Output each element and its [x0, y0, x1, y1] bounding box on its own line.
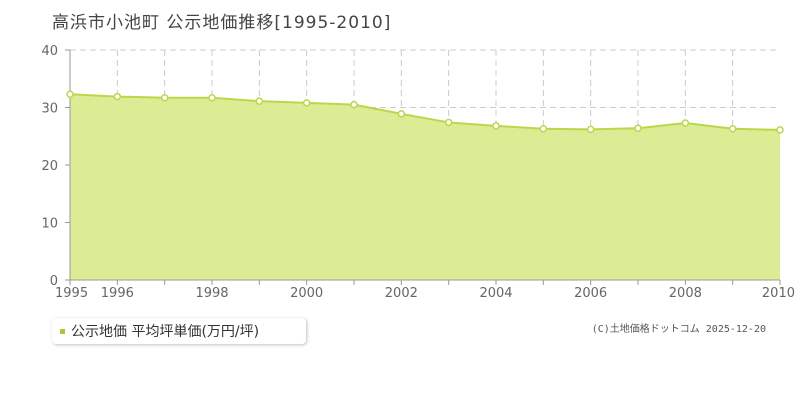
series-area — [70, 94, 780, 281]
marker-layer — [66, 90, 784, 134]
data-point — [634, 124, 642, 132]
y-tick-label: 0 — [50, 274, 58, 289]
x-tick-label: 2006 — [574, 286, 607, 300]
legend-label: 公示地価 平均坪単価(万円/坪) — [71, 324, 260, 340]
data-point — [776, 126, 784, 134]
axis-layer — [65, 49, 781, 285]
data-point — [681, 119, 690, 127]
series-line — [69, 93, 781, 131]
data-point — [586, 125, 595, 134]
chart-plot: 0 10 20 30 40 1995 1996 1998 2000 2002 2004 2006 200… — [41, 44, 795, 300]
data-point — [728, 125, 737, 133]
y-tick-label: 40 — [41, 44, 58, 59]
chart-title: 高浜市小池町 公示地価推移[1995-2010] — [52, 13, 392, 33]
label-layer: 0 10 20 30 40 1995 1996 1998 2000 2002 2004 2006 200… — [41, 44, 795, 300]
x-tick-label: 1996 — [101, 286, 134, 300]
data-point — [208, 93, 216, 102]
x-tick-label: 2004 — [479, 286, 512, 300]
legend: 公示地価 平均坪単価(万円/坪) — [52, 318, 306, 344]
y-tick-label: 20 — [41, 159, 58, 174]
x-tick-label: 1998 — [195, 286, 228, 300]
x-tick-label: 2010 — [762, 286, 795, 300]
data-point — [66, 90, 74, 99]
x-tick-label: 1995 — [55, 286, 88, 300]
data-point — [492, 122, 500, 130]
data-point — [255, 97, 264, 105]
credit-text: (C)土地価格ドットコム 2025-12-20 — [591, 324, 766, 335]
data-point — [302, 99, 311, 107]
y-tick-label: 30 — [41, 102, 58, 117]
y-tick-label: 10 — [41, 217, 58, 232]
data-point — [539, 125, 548, 133]
data-point — [160, 93, 169, 102]
x-tick-label: 2008 — [669, 286, 702, 300]
x-tick-label: 2000 — [290, 286, 323, 300]
data-point — [444, 118, 453, 127]
legend-swatch — [60, 328, 65, 334]
x-tick-label: 2002 — [385, 286, 418, 300]
data-point — [397, 110, 406, 118]
data-point — [350, 100, 358, 109]
data-point — [113, 92, 122, 101]
